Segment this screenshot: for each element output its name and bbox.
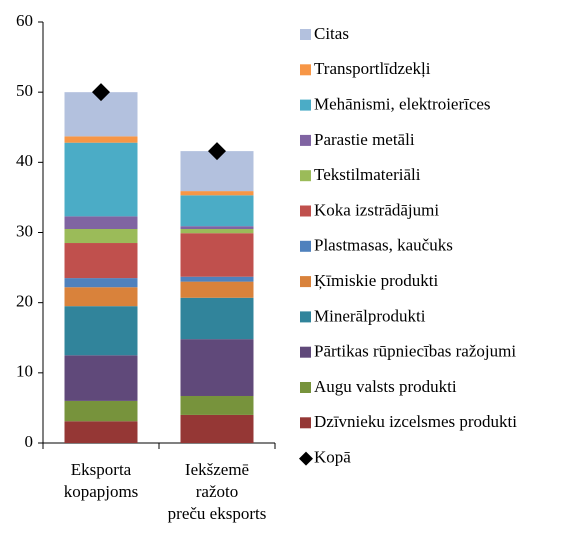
legend-label: Dzīvnieku izcelsmes produkti	[314, 412, 517, 431]
legend-label: Plastmasas, kaučuks	[314, 236, 453, 255]
bar-segment	[180, 191, 254, 196]
bar-segment	[180, 339, 254, 396]
legend-swatch	[300, 205, 311, 217]
legend-swatch	[300, 134, 311, 146]
y-tick-label: 50	[16, 81, 33, 100]
y-tick-label: 20	[16, 292, 33, 311]
x-tick-label: Iekšzemē ražoto preču eksports	[168, 460, 267, 523]
y-tick-label: 10	[16, 362, 33, 381]
bar-segment	[64, 136, 138, 143]
bar-segment	[180, 228, 254, 234]
x-tick-label-line: preču eksports	[168, 504, 267, 523]
x-tick-label-line: Iekšzemē	[185, 460, 249, 479]
x-tick-label-line: ražoto	[196, 482, 238, 501]
bar-segment	[64, 216, 138, 229]
bar-segment	[64, 421, 138, 443]
legend-swatch	[300, 29, 311, 40]
legend-swatch	[300, 417, 311, 429]
bar-segment	[180, 195, 254, 227]
bar-segment	[64, 400, 138, 422]
y-tick-label: 40	[16, 151, 33, 170]
x-tick-label: Eksporta kopapjoms	[64, 460, 139, 501]
y-tick-label: 60	[16, 11, 33, 30]
bar-segment	[180, 226, 254, 229]
legend-label: Parastie metāli	[314, 130, 415, 149]
legend-label: Minerālprodukti	[314, 306, 426, 325]
legend-swatch	[300, 240, 311, 252]
y-tick-label: 0	[25, 432, 34, 451]
bar-segment	[64, 278, 138, 288]
bar-segment	[64, 243, 138, 279]
legend-swatch	[300, 382, 311, 393]
legend-marker	[299, 451, 313, 466]
bar-segment	[64, 287, 138, 307]
legend-swatch	[300, 311, 311, 323]
legend-label: Transportlīdzekļi	[314, 59, 431, 78]
legend-label: Ķīmiskie produkti	[314, 271, 438, 290]
x-tick-label-line: kopapjoms	[64, 482, 139, 501]
legend-swatch	[300, 170, 311, 182]
bar-segment	[64, 355, 138, 401]
x-tick-label-line: Eksporta	[71, 460, 132, 479]
legend-swatch	[300, 346, 311, 358]
legend-label: Kopā	[314, 448, 351, 467]
bar-segment	[64, 228, 138, 244]
legend-label: Augu valsts produkti	[314, 377, 457, 396]
legend-label: Koka izstrādājumi	[314, 200, 439, 219]
legend-swatch	[300, 99, 311, 111]
bar-segment	[180, 276, 254, 282]
bar-segment	[64, 306, 138, 356]
legend-label: Pārtikas rūpniecības ražojumi	[314, 342, 516, 361]
bar-segment	[180, 395, 254, 415]
y-tick-label: 30	[16, 221, 33, 240]
legend-label: Mehānismi, elektroierīces	[314, 95, 491, 114]
bar-segment	[64, 142, 138, 217]
legend-label: Tekstilmateriāli	[314, 165, 421, 184]
bar-segment	[180, 414, 254, 443]
legend-swatch	[300, 64, 311, 76]
legend-label: Citas	[314, 24, 349, 43]
legend-swatch	[300, 276, 311, 288]
total-marker	[208, 142, 226, 161]
bar-segment	[180, 233, 254, 277]
bar-segment	[180, 297, 254, 340]
bar-segment	[180, 281, 254, 298]
total-marker	[92, 83, 110, 102]
